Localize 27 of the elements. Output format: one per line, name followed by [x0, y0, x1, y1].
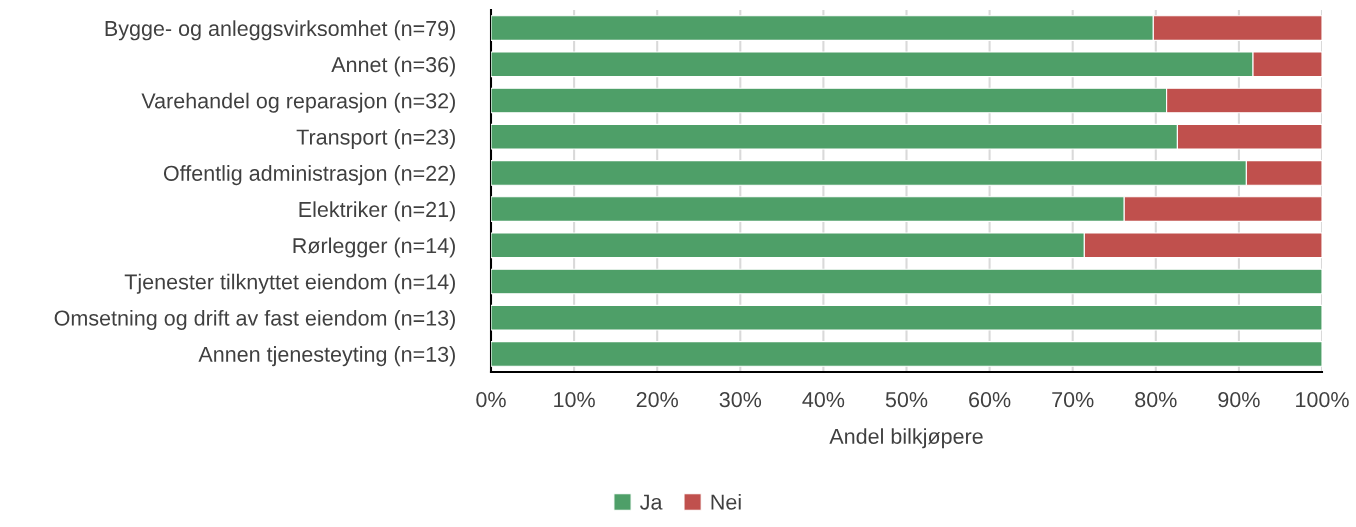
x-tick-label: 70%	[1052, 392, 1094, 408]
y-tick-label: Rørlegger (n=14)	[293, 237, 455, 258]
bar	[491, 268, 1322, 295]
bar	[491, 304, 1322, 331]
x-axis-title: Andel bilkjøpere	[829, 428, 983, 449]
x-tick-label: 40%	[802, 392, 845, 408]
y-tick-label: Annen tjenesteyting (n=13)	[198, 346, 455, 367]
y-tick-label: Transport (n=23)	[296, 128, 455, 149]
y-tick-label: Tjenester tilknyttet eiendom (n=14)	[124, 273, 455, 294]
y-tick-label: Varehandel og reparasjon (n=32)	[141, 92, 455, 113]
x-tick-label: 20%	[636, 392, 678, 408]
legend-label: Nei	[711, 493, 741, 510]
legend-label: Ja	[640, 494, 663, 510]
x-tick-label: 50%	[885, 392, 928, 408]
x-tick-label: 0%	[476, 392, 506, 408]
y-tick-label: Elektriker (n=21)	[299, 201, 455, 222]
x-tick-label: 10%	[554, 392, 595, 408]
x-tick-label: 60%	[969, 392, 1011, 408]
y-tick-label: Offentlig administrasjon (n=22)	[163, 165, 455, 186]
x-tick-label: 100%	[1296, 392, 1349, 408]
x-tick-label: 80%	[1135, 392, 1177, 408]
y-tick-label: Omsetning og drift av fast eiendom (n=13)	[54, 309, 455, 330]
y-tick-label: Annet (n=36)	[331, 56, 455, 77]
bar	[491, 341, 1322, 367]
x-tick-label: 90%	[1218, 392, 1260, 408]
x-tick-label: 30%	[719, 392, 762, 408]
y-tick-label: Bygge- og anleggsvirksomhet (n=79)	[105, 20, 455, 41]
